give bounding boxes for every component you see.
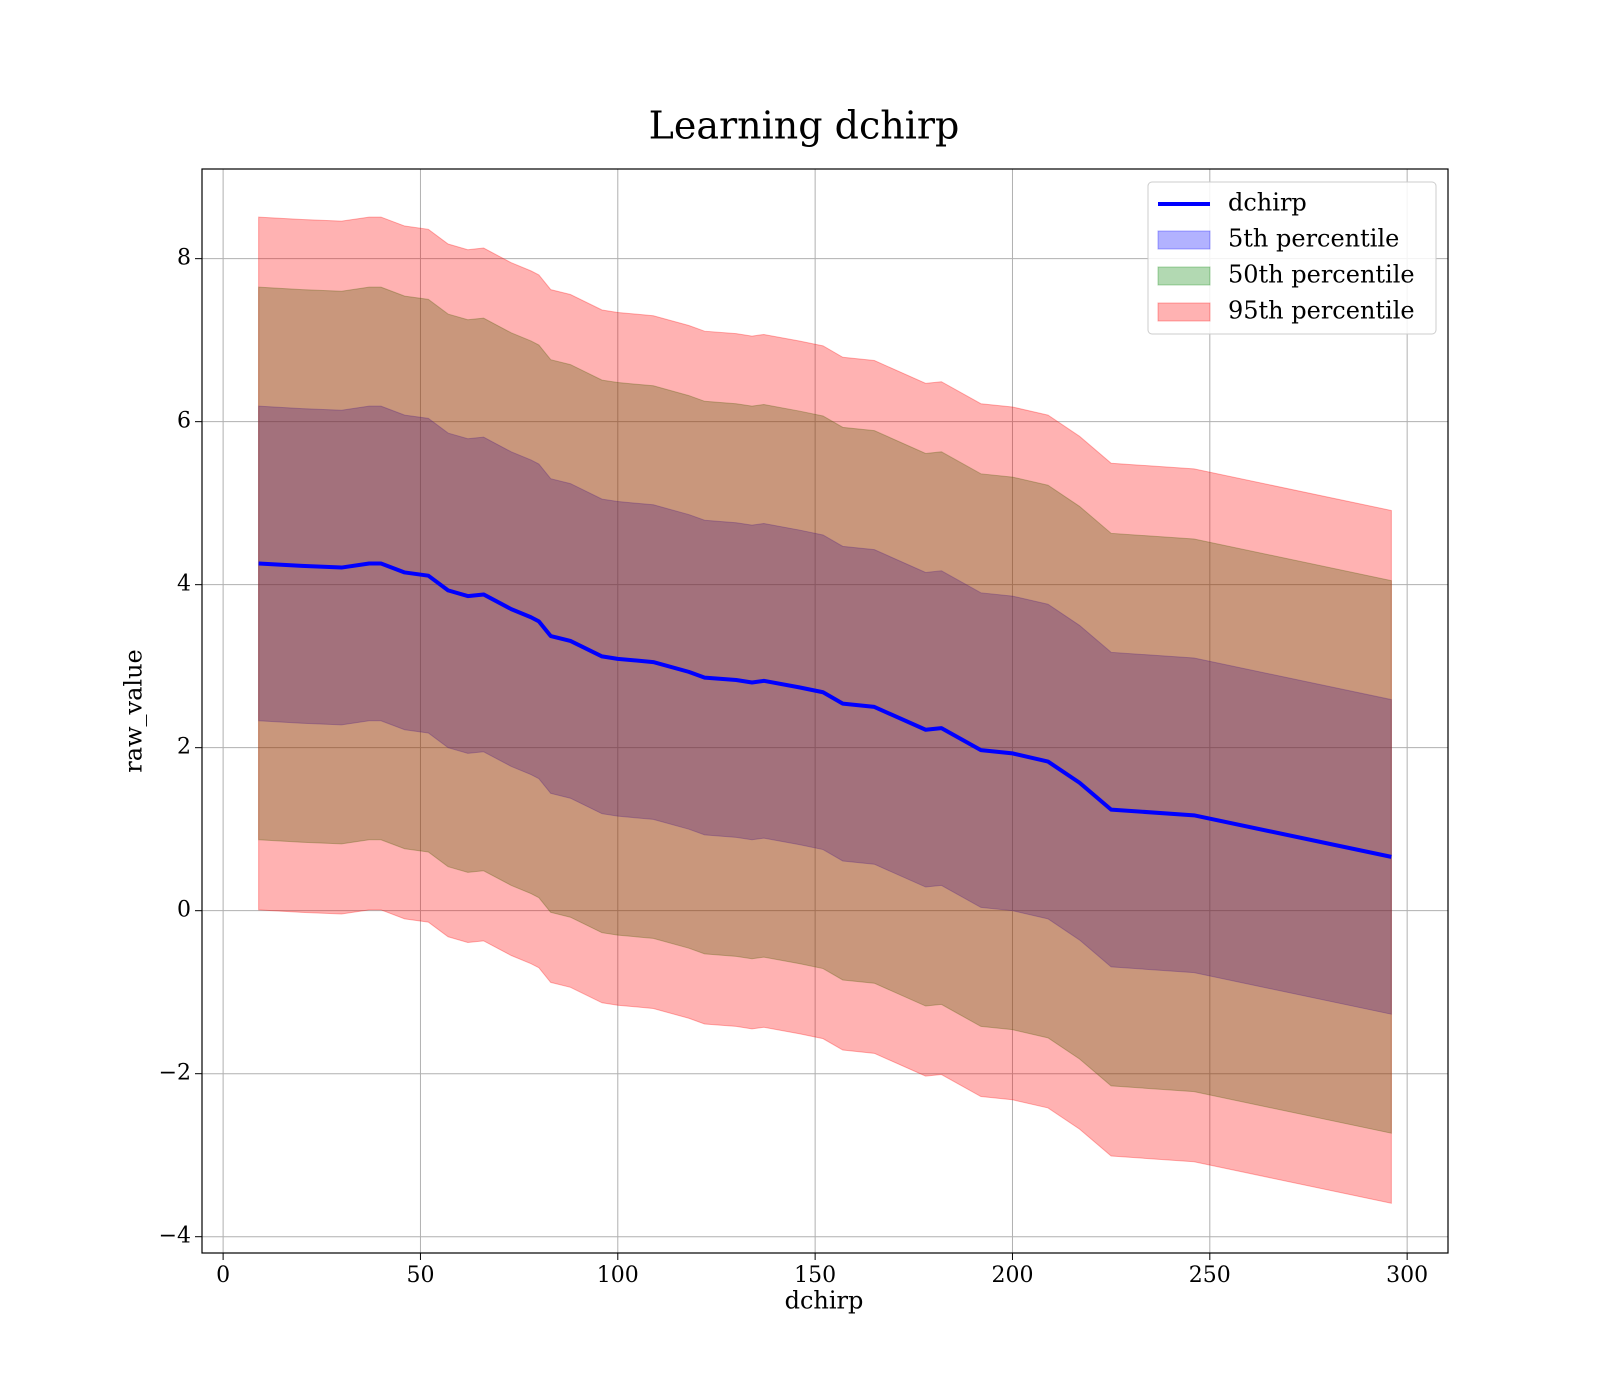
y-tick-label: 2 (177, 735, 191, 760)
x-tick-label: 100 (597, 1263, 639, 1288)
percentile-band (258, 286, 1392, 1134)
y-tick-label: −4 (159, 1224, 191, 1249)
legend: dchirp 5th percentile 50th percentile 95th … (1147, 181, 1437, 335)
y-tick-label: −2 (159, 1061, 191, 1086)
y-tick-label: 8 (177, 246, 191, 271)
y-axis-label: raw_value (120, 649, 148, 773)
x-tick-label: 200 (991, 1263, 1033, 1288)
x-tick-label: 250 (1189, 1263, 1231, 1288)
plot-frame (201, 168, 1449, 1254)
x-tick-label: 50 (406, 1263, 434, 1288)
x-tick-label: 150 (794, 1263, 836, 1288)
percentile-band (258, 216, 1392, 1204)
legend-label: dchirp (1228, 189, 1307, 217)
legend-swatch (1157, 302, 1211, 322)
chart-title: Learning dchirp (649, 104, 960, 148)
y-tick-label: 4 (177, 572, 191, 597)
y-tick-label: 0 (177, 898, 191, 923)
legend-swatch (1157, 266, 1211, 286)
y-tick-label: 6 (177, 409, 191, 434)
data-line (258, 561, 1392, 859)
legend-label: 5th percentile (1228, 225, 1399, 253)
x-axis-label: dchirp (785, 1287, 864, 1315)
legend-box (1147, 181, 1437, 335)
legend-label: 95th percentile (1228, 297, 1415, 325)
x-tick-label: 0 (216, 1263, 230, 1288)
x-tick-label: 300 (1386, 1263, 1428, 1288)
percentile-band (258, 405, 1392, 1015)
legend-swatch (1157, 230, 1211, 250)
legend-label: 50th percentile (1228, 261, 1415, 289)
